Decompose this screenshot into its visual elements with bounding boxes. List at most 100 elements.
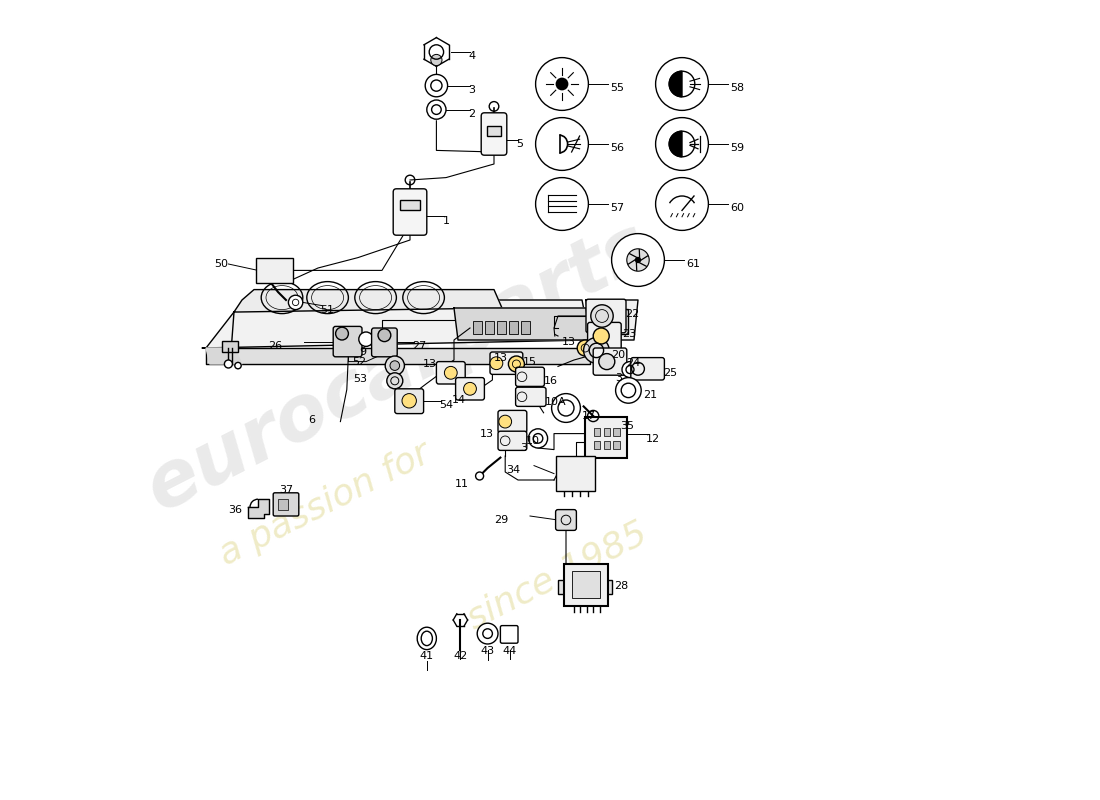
- Text: a passion for: a passion for: [214, 436, 437, 572]
- FancyBboxPatch shape: [564, 564, 607, 606]
- Text: 44: 44: [503, 646, 517, 656]
- Bar: [613, 441, 619, 449]
- Circle shape: [598, 354, 615, 370]
- Polygon shape: [234, 290, 502, 312]
- Text: 25: 25: [663, 368, 678, 378]
- Text: 50: 50: [214, 259, 228, 269]
- Text: 34: 34: [506, 465, 520, 474]
- Text: 10A: 10A: [546, 397, 566, 406]
- Text: 29: 29: [494, 515, 508, 525]
- Text: 24: 24: [626, 358, 640, 368]
- Text: 23: 23: [621, 330, 636, 339]
- FancyBboxPatch shape: [557, 456, 595, 491]
- Polygon shape: [586, 300, 638, 340]
- FancyBboxPatch shape: [333, 326, 362, 357]
- Circle shape: [336, 327, 349, 340]
- Text: 12: 12: [646, 434, 660, 444]
- Text: 13: 13: [562, 338, 575, 347]
- Circle shape: [224, 360, 232, 368]
- Text: 59: 59: [730, 143, 744, 153]
- Circle shape: [402, 394, 417, 408]
- Circle shape: [390, 361, 399, 370]
- Text: 13: 13: [480, 429, 494, 438]
- FancyBboxPatch shape: [490, 352, 522, 374]
- Circle shape: [385, 356, 405, 375]
- Polygon shape: [454, 308, 590, 340]
- Bar: [497, 321, 506, 334]
- Polygon shape: [669, 71, 682, 97]
- Bar: [278, 499, 287, 510]
- Polygon shape: [206, 348, 242, 364]
- Ellipse shape: [417, 627, 437, 650]
- Bar: [485, 321, 494, 334]
- Bar: [521, 321, 530, 334]
- FancyBboxPatch shape: [500, 626, 518, 643]
- Circle shape: [498, 415, 512, 428]
- Text: 20: 20: [610, 350, 625, 360]
- Circle shape: [536, 178, 588, 230]
- Circle shape: [584, 338, 609, 363]
- Text: 37: 37: [279, 486, 293, 495]
- Text: 53: 53: [353, 374, 366, 384]
- Circle shape: [359, 332, 373, 346]
- Circle shape: [378, 329, 390, 342]
- Circle shape: [234, 362, 241, 369]
- Bar: [473, 321, 482, 334]
- FancyBboxPatch shape: [593, 348, 627, 375]
- Circle shape: [536, 118, 588, 170]
- FancyBboxPatch shape: [455, 378, 484, 400]
- Text: 11: 11: [454, 479, 469, 489]
- Bar: [613, 428, 619, 436]
- FancyBboxPatch shape: [585, 417, 627, 458]
- FancyBboxPatch shape: [516, 367, 544, 386]
- Text: 57: 57: [610, 203, 624, 213]
- FancyBboxPatch shape: [516, 387, 546, 406]
- Polygon shape: [206, 348, 590, 364]
- Circle shape: [635, 257, 641, 263]
- FancyBboxPatch shape: [393, 189, 427, 235]
- Text: 15: 15: [522, 358, 537, 367]
- Text: 27: 27: [412, 342, 427, 351]
- Circle shape: [490, 357, 503, 370]
- Text: 1: 1: [443, 216, 450, 226]
- Text: 52: 52: [353, 358, 366, 367]
- FancyBboxPatch shape: [372, 328, 397, 357]
- Text: 16: 16: [543, 376, 558, 386]
- Text: 51: 51: [320, 305, 334, 314]
- Text: 2: 2: [469, 109, 475, 118]
- Bar: [598, 309, 628, 334]
- Bar: [594, 428, 601, 436]
- Circle shape: [431, 54, 442, 66]
- Circle shape: [475, 472, 484, 480]
- Circle shape: [612, 234, 664, 286]
- Bar: [509, 321, 518, 334]
- Circle shape: [463, 382, 476, 395]
- Circle shape: [627, 249, 649, 271]
- Circle shape: [656, 178, 708, 230]
- Text: 26: 26: [268, 342, 283, 351]
- Text: 41: 41: [420, 651, 433, 661]
- Text: since 1985: since 1985: [462, 516, 653, 636]
- Bar: [400, 200, 419, 210]
- Text: 3: 3: [615, 373, 622, 382]
- Text: 56: 56: [610, 143, 624, 153]
- FancyBboxPatch shape: [498, 410, 527, 433]
- FancyBboxPatch shape: [437, 362, 465, 384]
- FancyBboxPatch shape: [498, 431, 527, 450]
- Polygon shape: [669, 131, 682, 157]
- Circle shape: [508, 356, 525, 372]
- Circle shape: [556, 78, 569, 90]
- Bar: [604, 314, 619, 331]
- Text: 17: 17: [582, 411, 596, 421]
- Circle shape: [656, 58, 708, 110]
- FancyBboxPatch shape: [572, 571, 601, 598]
- Circle shape: [444, 366, 458, 379]
- Circle shape: [426, 74, 448, 97]
- Circle shape: [656, 118, 708, 170]
- Bar: [604, 441, 611, 449]
- FancyBboxPatch shape: [481, 113, 507, 155]
- Text: 55: 55: [610, 83, 624, 93]
- FancyBboxPatch shape: [586, 299, 626, 333]
- Text: 43: 43: [481, 646, 495, 656]
- Bar: [604, 428, 611, 436]
